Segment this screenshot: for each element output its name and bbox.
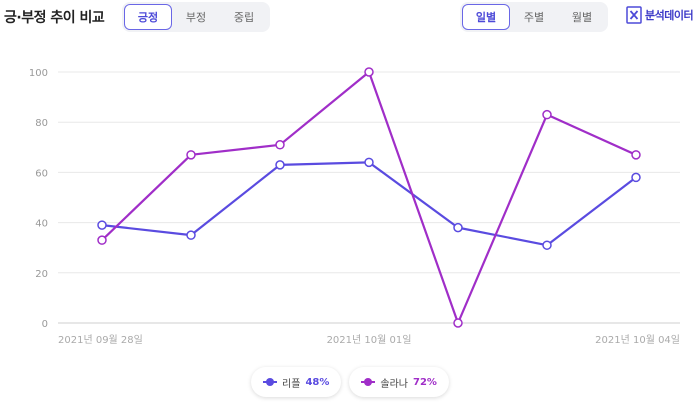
- legend-swatch-ripple: [263, 378, 278, 386]
- data-point-series-1: [542, 109, 552, 120]
- tab-neutral[interactable]: 중립: [233, 11, 255, 24]
- data-point-series-0: [275, 160, 285, 170]
- legend-label-ripple: 리플: [282, 378, 301, 390]
- chart-title: 긍·부정 추이 비교: [4, 10, 105, 26]
- y-tick-label: 60: [35, 168, 48, 179]
- legend-percent-solana: 72%: [413, 376, 437, 388]
- tab-weekly[interactable]: 주별: [523, 11, 545, 24]
- export-data-button[interactable]: 분석데이터: [626, 6, 694, 24]
- data-point-series-0: [631, 172, 641, 183]
- legend-label-solana: 솔라나: [380, 378, 408, 390]
- data-point-series-1: [186, 150, 196, 160]
- period-tab-group: 일별 주별 월별: [460, 2, 608, 32]
- excel-icon: [626, 6, 642, 24]
- data-point-series-0: [97, 220, 107, 230]
- series-line-0: [101, 161, 637, 247]
- y-tick-label: 40: [35, 219, 48, 230]
- data-point-series-1: [364, 67, 374, 77]
- x-tick-label: 2021년 09월 28일: [58, 334, 143, 346]
- legend-percent-ripple: 48%: [305, 376, 330, 388]
- data-point-series-1: [631, 150, 641, 160]
- legend-swatch-solana: [361, 378, 376, 386]
- sentiment-tab-group: 긍정 부정 중립: [122, 2, 270, 32]
- data-point-series-1: [453, 318, 463, 328]
- y-tick-label: 0: [42, 319, 48, 330]
- data-point-series-0: [542, 240, 552, 250]
- series-line-1: [101, 70, 637, 325]
- data-point-series-0: [186, 230, 196, 240]
- tab-daily[interactable]: 일별: [462, 4, 510, 30]
- y-tick-label: 80: [35, 118, 48, 129]
- x-tick-label: 2021년 10월 01일: [327, 334, 412, 346]
- tab-monthly[interactable]: 월별: [571, 11, 593, 24]
- tab-positive[interactable]: 긍정: [124, 4, 172, 30]
- data-point-series-0: [453, 222, 463, 233]
- data-point-series-1: [97, 235, 107, 245]
- data-point-series-0: [364, 157, 374, 168]
- legend-item-solana[interactable]: 솔라나 72%: [349, 367, 449, 397]
- x-tick-label: 2021년 10월 04일: [595, 334, 680, 346]
- y-tick-label: 20: [35, 269, 48, 280]
- data-point-series-1: [275, 140, 285, 150]
- legend-item-ripple[interactable]: 리플 48%: [251, 367, 342, 397]
- y-tick-label: 100: [29, 68, 48, 79]
- export-label: 분석데이터: [645, 9, 694, 22]
- line-chart: 0 20 40 60 80 100 2021년 09월 28일 2021년 10월 01일 20…: [29, 67, 680, 346]
- chart-legend: 리플 48% 솔라나 72%: [0, 367, 700, 397]
- tab-negative[interactable]: 부정: [185, 11, 207, 24]
